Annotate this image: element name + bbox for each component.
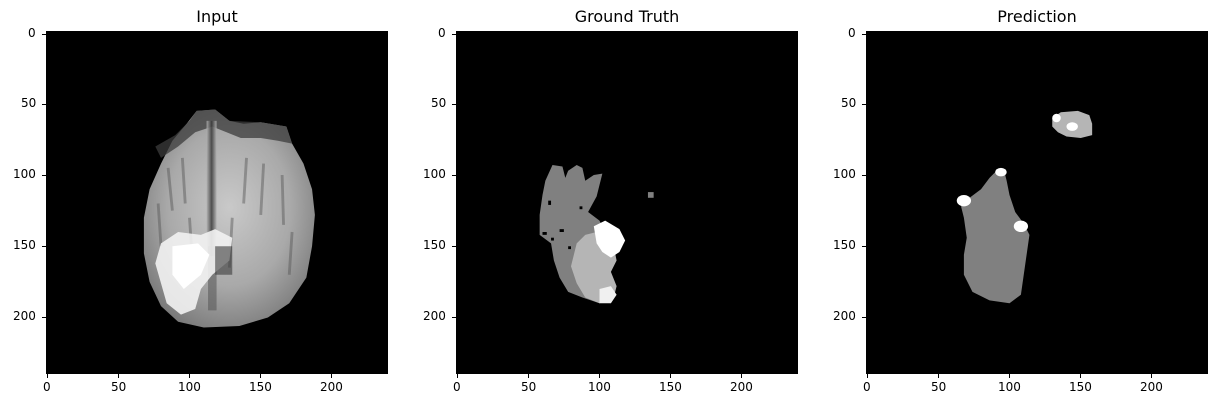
x-tick-label: 0: [43, 380, 51, 394]
x-tick-label: 0: [863, 380, 871, 394]
y-tick-label: 200: [423, 309, 446, 323]
x-tick-label: 50: [111, 380, 127, 394]
y-tick-mark: [452, 317, 456, 318]
y-tick-label: 150: [423, 238, 446, 252]
x-tick-label: 200: [320, 380, 343, 394]
input-image: [46, 31, 388, 374]
x-tick-label: 50: [931, 380, 947, 394]
x-tick-mark: [1151, 374, 1152, 378]
y-tick-label: 0: [438, 26, 446, 40]
x-tick-label: 100: [178, 380, 201, 394]
x-tick-mark: [938, 374, 939, 378]
y-tick-label: 150: [13, 238, 36, 252]
panel-title: Prediction: [997, 7, 1077, 26]
y-tick-label: 0: [848, 26, 856, 40]
x-tick-mark: [47, 374, 48, 378]
panel-ground-truth: Ground Truth: [410, 0, 810, 407]
panel-title: Input: [196, 7, 238, 26]
prediction-image: [866, 31, 1208, 374]
y-tick-mark: [862, 34, 866, 35]
y-tick-label: 100: [13, 167, 36, 181]
x-tick-mark: [331, 374, 332, 378]
x-tick-label: 150: [1069, 380, 1092, 394]
y-tick-label: 200: [13, 309, 36, 323]
x-tick-mark: [1080, 374, 1081, 378]
x-tick-mark: [457, 374, 458, 378]
x-tick-mark: [867, 374, 868, 378]
x-tick-label: 200: [1140, 380, 1163, 394]
y-tick-label: 50: [431, 96, 447, 110]
x-tick-label: 150: [659, 380, 682, 394]
y-tick-mark: [42, 317, 46, 318]
panel-title: Ground Truth: [574, 7, 680, 26]
y-tick-mark: [42, 34, 46, 35]
y-tick-mark: [862, 104, 866, 105]
panel-prediction: Prediction 0 50 100 150 200: [820, 0, 1220, 407]
y-tick-mark: [452, 34, 456, 35]
x-tick-mark: [528, 374, 529, 378]
x-tick-mark: [741, 374, 742, 378]
y-tick-mark: [42, 175, 46, 176]
x-tick-mark: [1009, 374, 1010, 378]
y-tick-mark: [862, 175, 866, 176]
ground-truth-mask: [457, 32, 797, 373]
y-tick-label: 100: [833, 167, 856, 181]
x-tick-label: 0: [453, 380, 461, 394]
x-tick-label: 100: [998, 380, 1021, 394]
x-tick-mark: [189, 374, 190, 378]
x-tick-mark: [599, 374, 600, 378]
x-tick-label: 50: [521, 380, 537, 394]
y-tick-mark: [42, 246, 46, 247]
y-tick-label: 200: [833, 309, 856, 323]
y-tick-label: 50: [21, 96, 37, 110]
prediction-mask: [867, 32, 1207, 373]
ground-truth-image: [456, 31, 798, 374]
panel-input: Input: [0, 0, 400, 407]
x-tick-label: 200: [730, 380, 753, 394]
x-tick-mark: [260, 374, 261, 378]
y-tick-mark: [452, 246, 456, 247]
y-tick-label: 50: [841, 96, 857, 110]
x-tick-mark: [118, 374, 119, 378]
y-tick-mark: [452, 175, 456, 176]
y-tick-label: 150: [833, 238, 856, 252]
y-tick-mark: [862, 317, 866, 318]
y-tick-mark: [862, 246, 866, 247]
x-tick-mark: [670, 374, 671, 378]
y-tick-mark: [42, 104, 46, 105]
y-tick-mark: [452, 104, 456, 105]
y-tick-label: 0: [28, 26, 36, 40]
y-tick-label: 100: [423, 167, 446, 181]
x-tick-label: 150: [249, 380, 272, 394]
x-tick-label: 100: [588, 380, 611, 394]
input-mri-slice: [47, 32, 387, 373]
